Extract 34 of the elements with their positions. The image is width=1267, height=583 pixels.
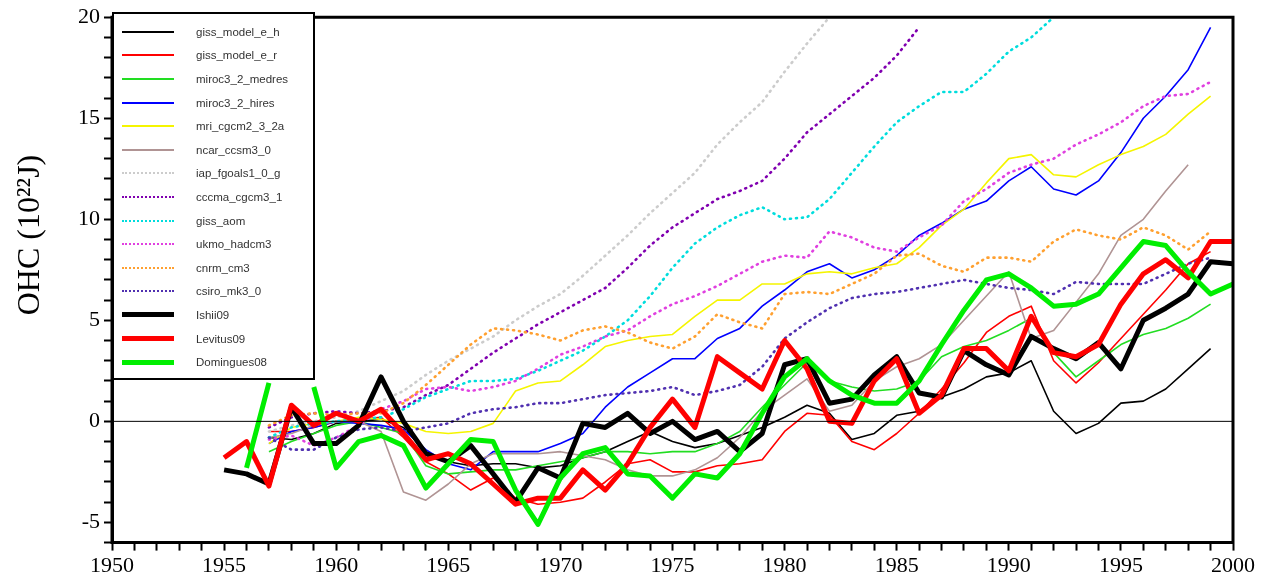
legend-label: giss_aom — [196, 214, 246, 227]
legend-label: Domingues08 — [196, 356, 267, 369]
y-tick-label: 20 — [78, 2, 100, 28]
x-tick-label: 1970 — [538, 551, 583, 577]
y-tick-label: -5 — [81, 508, 100, 534]
line-series — [267, 256, 1212, 451]
x-tick-label: 1980 — [762, 551, 807, 577]
x-tick-label: 1985 — [874, 551, 919, 577]
legend-label: ukmo_hadcm3 — [196, 238, 272, 251]
x-tick-label: 1965 — [426, 551, 471, 577]
legend-label: cccma_cgcm3_1 — [196, 190, 283, 203]
legend-label: mri_cgcm2_3_2a — [196, 120, 285, 133]
y-tick-label: 10 — [78, 205, 100, 231]
legend-label: csiro_mk3_0 — [196, 285, 262, 298]
legend-label: Levitus09 — [196, 332, 246, 345]
x-tick-label: 1950 — [90, 551, 134, 577]
legend-label: iap_fgoals1_0_g — [196, 167, 281, 180]
x-tick-label: 2000 — [1211, 551, 1255, 577]
x-tick-label: 1995 — [1098, 551, 1143, 577]
x-tick-label: 1960 — [314, 551, 359, 577]
legend-label: giss_model_e_h — [196, 25, 280, 38]
x-tick-label: 1990 — [986, 551, 1031, 577]
y-tick-label: 15 — [78, 104, 100, 130]
y-tick-label: 5 — [89, 306, 100, 332]
legend-label: miroc3_2_hires — [196, 96, 275, 109]
legend-label: ncar_ccsm3_0 — [196, 143, 271, 156]
x-tick-label: 1975 — [650, 551, 695, 577]
legend-label: Ishii09 — [196, 308, 230, 321]
y-axis-title: OHC (10²²J) — [9, 154, 47, 316]
x-tick-label: 1955 — [202, 551, 247, 577]
legend-label: cnrm_cm3 — [196, 261, 250, 274]
legend-label: miroc3_2_medres — [196, 72, 289, 85]
y-tick-label: 0 — [89, 407, 100, 433]
legend-label: giss_model_e_r — [196, 49, 278, 62]
